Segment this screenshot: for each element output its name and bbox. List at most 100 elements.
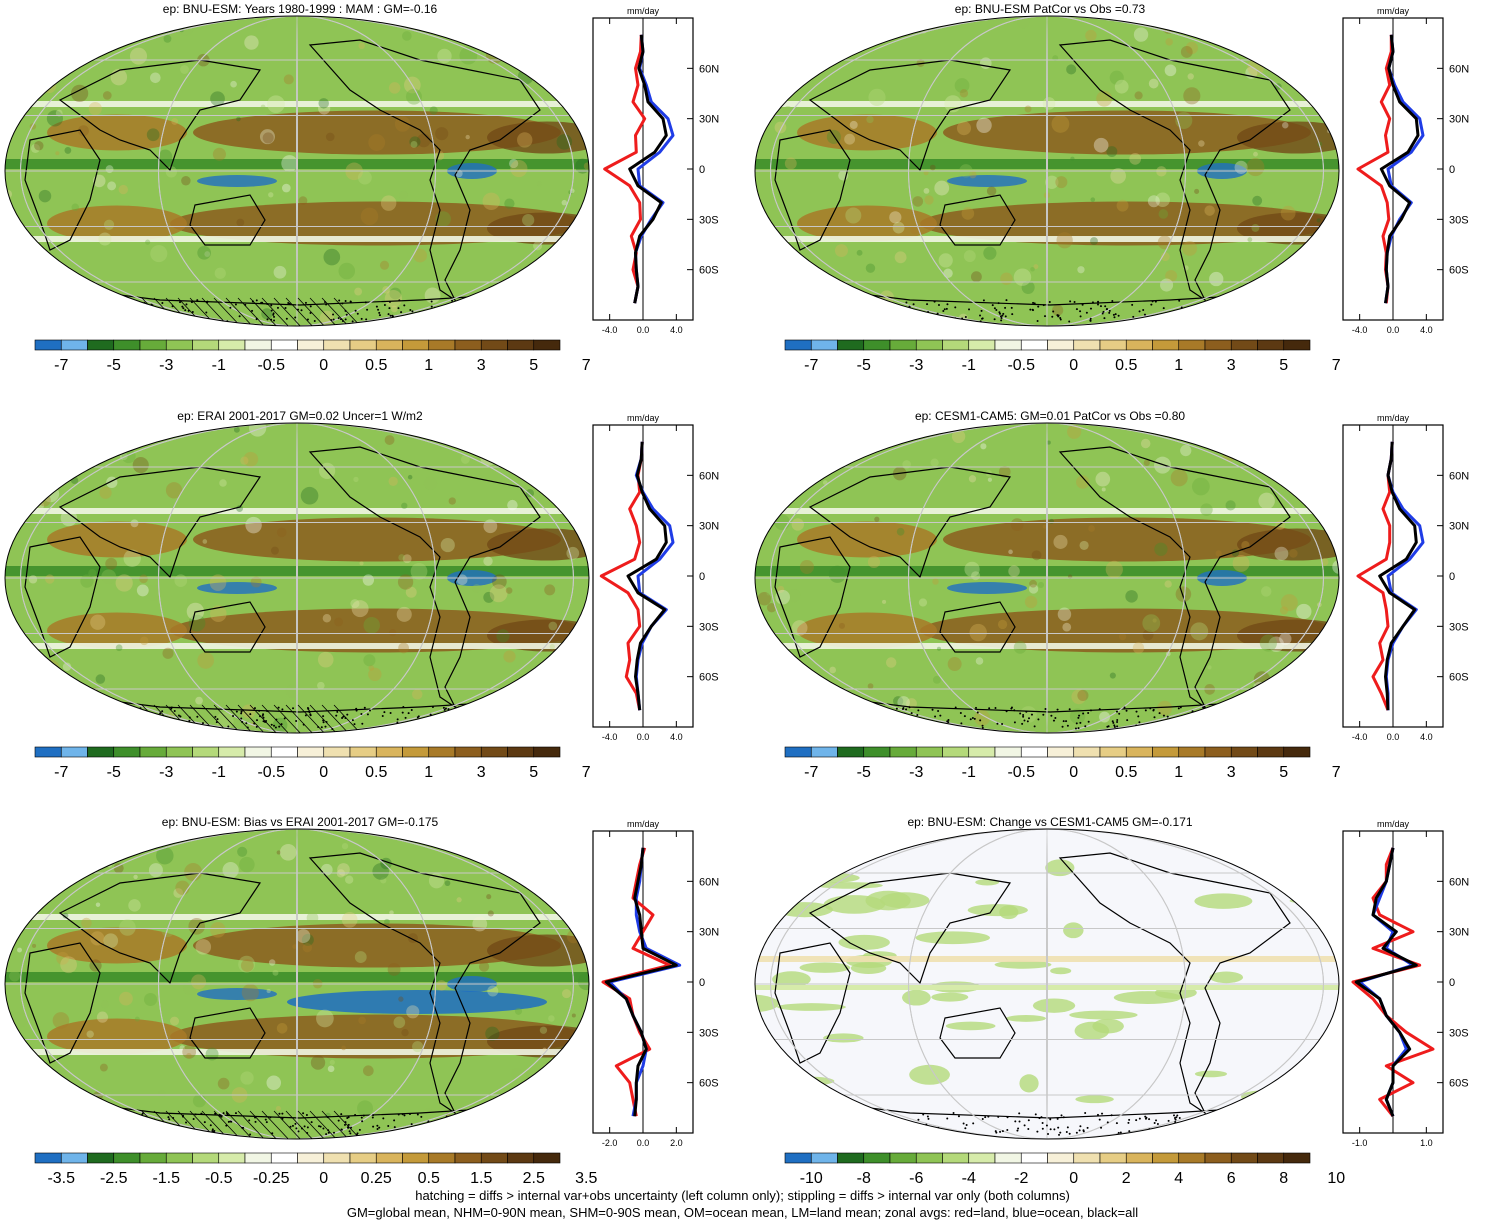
colorbar-label: -5 (857, 764, 871, 781)
colorbar-swatch (533, 746, 561, 758)
colorbar-swatch (349, 746, 377, 758)
colorbar-label: 3 (1227, 357, 1236, 374)
colorbar: -3.5 -2.5 -1.5 -0.5 -0.25 0 0.25 0.5 1.5 2.5 3.5 (34, 1152, 597, 1187)
colorbar-swatch (87, 339, 115, 351)
colorbar-swatch (1020, 746, 1048, 758)
colorbar-swatch (297, 339, 325, 351)
zonal-ytick-label: 60S (699, 1078, 719, 1090)
colorbar-label: 0 (319, 764, 328, 781)
colorbar-swatch (60, 746, 88, 758)
colorbar-label: -1.5 (152, 1170, 180, 1187)
zonal-xtick-label: 4.0 (1420, 732, 1433, 742)
zonal-ytick-label: 30N (1449, 521, 1469, 533)
colorbar-swatch (375, 339, 403, 351)
colorbar-swatch (507, 746, 535, 758)
colorbar-label: 1 (1174, 357, 1183, 374)
colorbar-swatch (810, 746, 838, 758)
colorbar-swatch (113, 339, 141, 351)
colorbar-swatch (375, 746, 403, 758)
colorbar-swatch (1099, 746, 1127, 758)
all-zonal-line (626, 441, 668, 711)
zonal-ytick-label: 30N (1449, 114, 1469, 126)
colorbar-swatch (139, 1152, 167, 1164)
colorbar-swatch (968, 1152, 996, 1164)
colorbar-swatch (165, 1152, 193, 1164)
colorbar-swatch (968, 339, 996, 351)
colorbar-label: 0 (319, 357, 328, 374)
zonal-ytick-label: 30S (699, 621, 719, 633)
zonal-ytick-label: 60S (699, 672, 719, 684)
colorbar-label: 3 (477, 357, 486, 374)
colorbar-swatch (1047, 339, 1075, 351)
colorbar-swatch (402, 1152, 430, 1164)
zonal-ytick-label: 60N (1449, 470, 1469, 482)
colorbar-label: -0.25 (253, 1170, 290, 1187)
colorbar-swatch (507, 1152, 535, 1164)
zonal-xtick-label: 4.0 (670, 732, 683, 742)
zonal-ytick-label: 60N (699, 63, 719, 75)
zonal-xtick-label: 0.0 (1387, 732, 1400, 742)
colorbar-swatch (942, 339, 970, 351)
colorbar: -7 -5 -3 -1 -0.5 0 0.5 1 3 5 7 (34, 339, 591, 374)
zonal-xtick-label: -4.0 (1352, 732, 1368, 742)
colorbar-swatch (113, 1152, 141, 1164)
colorbar-swatch (323, 339, 351, 351)
zonal-xtick-label: -1.0 (1352, 1138, 1368, 1148)
panel-title: ep: BNU-ESM: Years 1980-1999 : MAM : GM=… (162, 2, 438, 16)
colorbar-swatch (837, 746, 865, 758)
zonal-mean-plot: mm/day -4.0 0.0 4.0 60N 30N 0 30S 60S (592, 6, 719, 335)
colorbar-swatch (1125, 339, 1153, 351)
colorbar-swatch (60, 1152, 88, 1164)
colorbar-label: 5 (1279, 357, 1288, 374)
colorbar-swatch (165, 746, 193, 758)
colorbar-swatch (889, 339, 917, 351)
all-zonal-line (1354, 847, 1418, 1117)
colorbar-swatch (889, 746, 917, 758)
zonal-ytick-label: 30S (699, 1027, 719, 1039)
colorbar-swatch (968, 746, 996, 758)
colorbar-swatch (428, 339, 456, 351)
colorbar-swatch (1125, 746, 1153, 758)
zonal-ytick-label: 0 (1449, 164, 1455, 176)
colorbar-label: 0.25 (361, 1170, 392, 1187)
colorbar-swatch (270, 746, 298, 758)
colorbar-swatch (1020, 1152, 1048, 1164)
colorbar-swatch (1099, 339, 1127, 351)
colorbar-label: 0.5 (365, 764, 387, 781)
colorbar-swatch (375, 1152, 403, 1164)
colorbar-swatch (192, 746, 220, 758)
colorbar-swatch (323, 746, 351, 758)
all-zonal-line (628, 34, 668, 304)
colorbar-swatch (60, 339, 88, 351)
colorbar-swatch (1204, 1152, 1232, 1164)
panel-title: ep: BNU-ESM: Change vs CESM1-CAM5 GM=-0.… (907, 815, 1193, 829)
colorbar-label: -0.5 (1007, 357, 1035, 374)
colorbar-label: 0 (1069, 1170, 1078, 1187)
colorbar-swatch (1204, 746, 1232, 758)
colorbar-swatch (863, 339, 891, 351)
colorbar-swatch (1099, 1152, 1127, 1164)
colorbar-label: -0.5 (1007, 764, 1035, 781)
colorbar-swatch (1283, 746, 1311, 758)
colorbar-swatch (218, 1152, 246, 1164)
colorbar-swatch (1257, 339, 1285, 351)
map (4, 828, 590, 1140)
panel-title: ep: CESM1-CAM5: GM=0.01 PatCor vs Obs =0… (914, 409, 1186, 423)
colorbar-swatch (1047, 746, 1075, 758)
zonal-ytick-label: 60S (699, 265, 719, 277)
colorbar-swatch (428, 1152, 456, 1164)
colorbar-label: -1 (962, 764, 976, 781)
zonal-unit-label: mm/day (627, 819, 660, 829)
colorbar-swatch (810, 339, 838, 351)
colorbar-swatch (889, 1152, 917, 1164)
land-zonal-line (1351, 847, 1435, 1118)
colorbar-label: 7 (582, 357, 591, 374)
colorbar-label: -5 (857, 357, 871, 374)
colorbar-swatch (784, 1152, 812, 1164)
colorbar-swatch (1283, 339, 1311, 351)
colorbar-swatch (270, 339, 298, 351)
colorbar-swatch (1257, 746, 1285, 758)
map (754, 15, 1340, 327)
colorbar-label: -3 (909, 357, 923, 374)
colorbar-swatch (915, 339, 943, 351)
